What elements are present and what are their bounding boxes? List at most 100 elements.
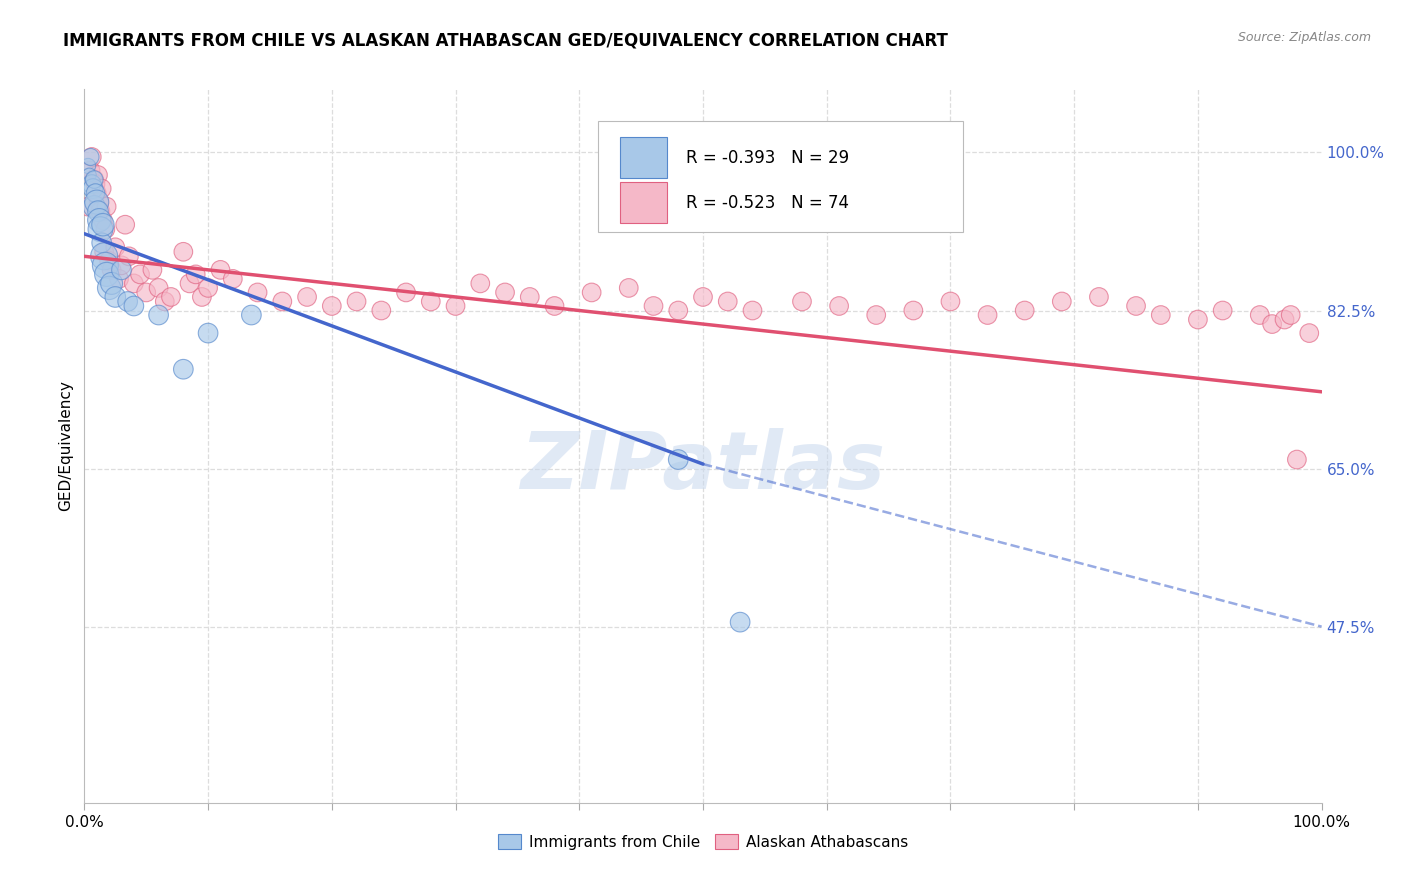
- Point: [543, 299, 565, 313]
- Point: [93, 244, 115, 259]
- Point: [370, 303, 392, 318]
- Point: [617, 281, 640, 295]
- Point: [80, 177, 103, 191]
- Point: [828, 299, 851, 313]
- Point: [197, 326, 219, 340]
- Point: [77, 159, 100, 173]
- Point: [100, 277, 122, 291]
- Point: [1279, 308, 1302, 322]
- Point: [741, 303, 763, 318]
- Text: Source: ZipAtlas.com: Source: ZipAtlas.com: [1237, 31, 1371, 45]
- Point: [82, 181, 104, 195]
- Point: [209, 263, 232, 277]
- Point: [148, 281, 170, 295]
- Point: [135, 285, 157, 300]
- Point: [84, 177, 107, 191]
- Point: [129, 268, 152, 282]
- Point: [91, 218, 114, 232]
- Point: [271, 294, 294, 309]
- Point: [160, 290, 183, 304]
- Point: [77, 200, 100, 214]
- Point: [91, 213, 114, 227]
- Point: [717, 294, 740, 309]
- Text: R = -0.523   N = 74: R = -0.523 N = 74: [686, 194, 849, 211]
- Point: [939, 294, 962, 309]
- Y-axis label: GED/Equivalency: GED/Equivalency: [58, 381, 73, 511]
- Point: [1187, 312, 1209, 326]
- Point: [197, 281, 219, 295]
- Point: [100, 263, 122, 277]
- Point: [148, 308, 170, 322]
- Point: [90, 235, 112, 250]
- Point: [80, 150, 103, 164]
- Point: [87, 204, 110, 219]
- Point: [122, 299, 145, 313]
- Point: [865, 308, 887, 322]
- Point: [1125, 299, 1147, 313]
- Point: [94, 222, 117, 236]
- Point: [86, 186, 108, 200]
- Point: [976, 308, 998, 322]
- Point: [494, 285, 516, 300]
- Point: [79, 150, 101, 164]
- Point: [240, 308, 263, 322]
- Point: [89, 195, 111, 210]
- Point: [141, 263, 163, 277]
- Point: [1014, 303, 1036, 318]
- Bar: [620, 182, 666, 223]
- Point: [83, 172, 105, 186]
- Point: [581, 285, 603, 300]
- Point: [79, 168, 101, 182]
- Point: [172, 244, 194, 259]
- Point: [83, 172, 105, 186]
- Point: [86, 195, 108, 210]
- Point: [1261, 317, 1284, 331]
- Point: [395, 285, 418, 300]
- Point: [87, 168, 110, 182]
- Point: [110, 263, 132, 277]
- Point: [153, 294, 176, 309]
- Legend: Immigrants from Chile, Alaskan Athabascans: Immigrants from Chile, Alaskan Athabasca…: [492, 828, 914, 855]
- Text: ZIPatlas: ZIPatlas: [520, 428, 886, 507]
- Point: [692, 290, 714, 304]
- Point: [110, 258, 132, 272]
- Point: [643, 299, 665, 313]
- Point: [728, 615, 751, 629]
- Point: [114, 218, 136, 232]
- Point: [321, 299, 343, 313]
- FancyBboxPatch shape: [598, 121, 963, 232]
- Point: [666, 303, 689, 318]
- Point: [104, 240, 127, 254]
- Point: [903, 303, 925, 318]
- Point: [89, 213, 111, 227]
- Point: [346, 294, 368, 309]
- Point: [470, 277, 492, 291]
- Point: [84, 186, 107, 200]
- Point: [1150, 308, 1173, 322]
- Point: [1285, 452, 1308, 467]
- Point: [96, 268, 118, 282]
- Point: [83, 200, 105, 214]
- Point: [1249, 308, 1271, 322]
- Point: [79, 163, 101, 178]
- Point: [222, 272, 245, 286]
- Point: [179, 277, 201, 291]
- Point: [98, 253, 121, 268]
- Point: [790, 294, 813, 309]
- Point: [89, 222, 111, 236]
- Text: R = -0.393   N = 29: R = -0.393 N = 29: [686, 149, 849, 167]
- Text: IMMIGRANTS FROM CHILE VS ALASKAN ATHABASCAN GED/EQUIVALENCY CORRELATION CHART: IMMIGRANTS FROM CHILE VS ALASKAN ATHABAS…: [63, 31, 948, 49]
- Point: [295, 290, 318, 304]
- Point: [1274, 312, 1296, 326]
- Point: [666, 452, 689, 467]
- Point: [118, 249, 141, 263]
- Point: [519, 290, 541, 304]
- Point: [191, 290, 214, 304]
- Bar: [620, 137, 666, 178]
- Point: [94, 258, 117, 272]
- Point: [184, 268, 207, 282]
- Point: [1298, 326, 1320, 340]
- Point: [1050, 294, 1073, 309]
- Point: [122, 277, 145, 291]
- Point: [1088, 290, 1111, 304]
